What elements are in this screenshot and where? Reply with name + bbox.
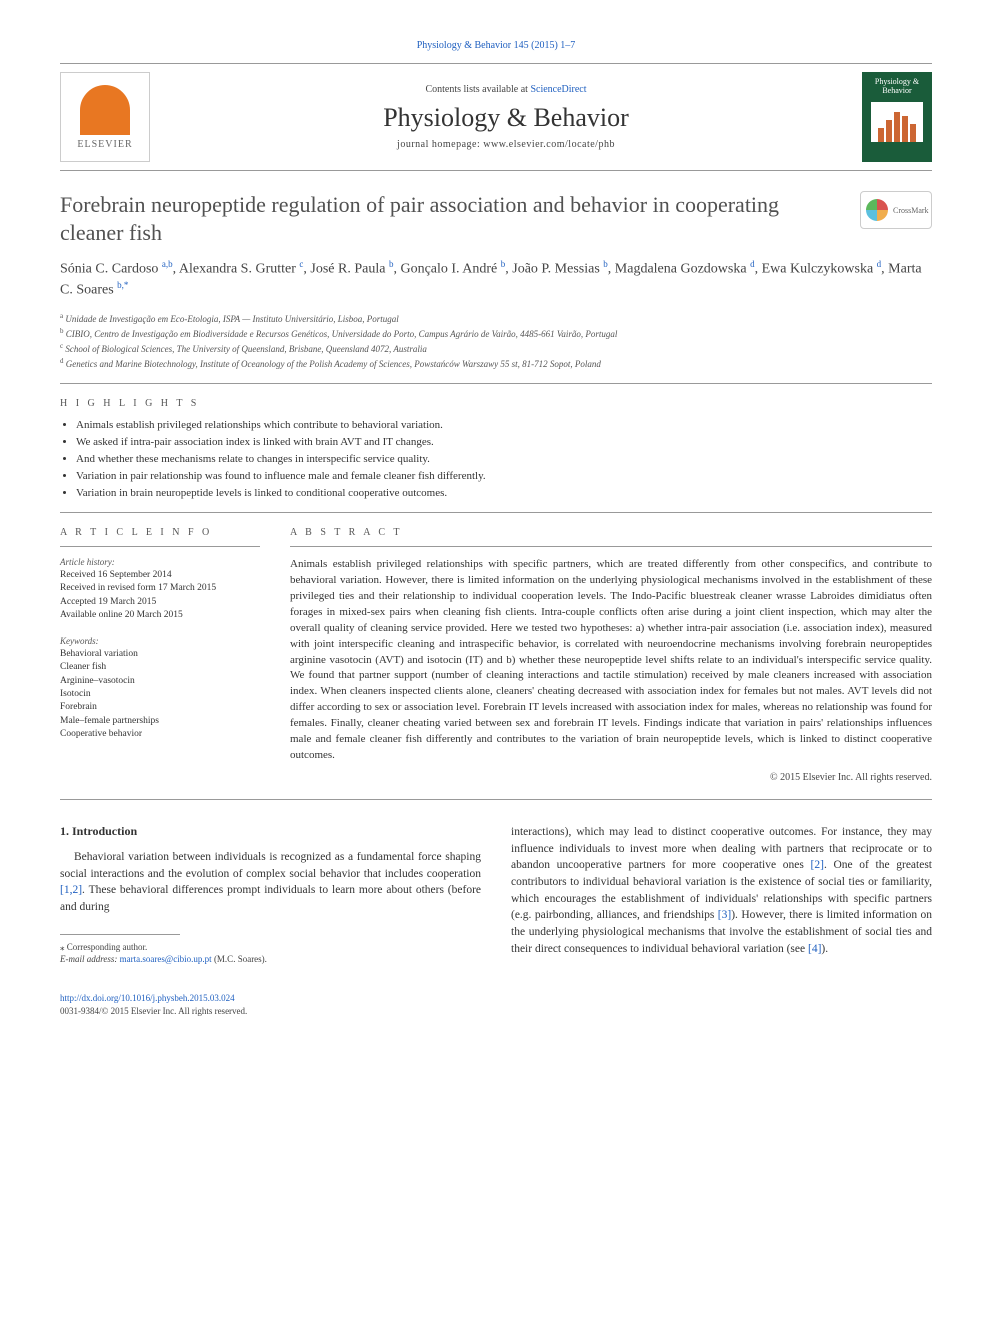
history-heading: Article history: [60, 557, 260, 567]
abstract-copyright: © 2015 Elsevier Inc. All rights reserved… [290, 772, 932, 783]
cover-bar [894, 112, 900, 142]
body-left-column: 1. Introduction Behavioral variation bet… [60, 824, 481, 1017]
header-center: Contents lists available at ScienceDirec… [150, 84, 862, 150]
publisher-name: ELSEVIER [77, 139, 132, 150]
email-suffix: (M.C. Soares). [212, 954, 267, 964]
article-title: Forebrain neuropeptide regulation of pai… [60, 191, 848, 246]
highlight-item: And whether these mechanisms relate to c… [76, 451, 932, 468]
body-two-column: 1. Introduction Behavioral variation bet… [60, 824, 932, 1017]
sciencedirect-link[interactable]: ScienceDirect [530, 84, 586, 95]
issn-copyright: 0031-9384/© 2015 Elsevier Inc. All right… [60, 1006, 247, 1016]
citation-journal: Physiology & Behavior [417, 40, 511, 51]
homepage-url: www.elsevier.com/locate/phb [483, 139, 615, 150]
bibref-link[interactable]: [2] [811, 859, 824, 871]
divider [60, 512, 932, 513]
article-info-column: A R T I C L E I N F O Article history: R… [60, 527, 260, 783]
author-list: Sónia C. Cardoso a,b, Alexandra S. Grutt… [60, 258, 932, 301]
body-right-column: interactions), which may lead to distinc… [511, 824, 932, 1017]
highlights-label: H I G H L I G H T S [60, 398, 932, 409]
abstract-text: Animals establish privileged relationshi… [290, 557, 932, 764]
cover-bar [902, 116, 908, 142]
bibref-link[interactable]: [4] [808, 943, 821, 955]
divider [290, 546, 932, 547]
homepage-line: journal homepage: www.elsevier.com/locat… [150, 139, 862, 150]
doi-link[interactable]: http://dx.doi.org/10.1016/j.physbeh.2015… [60, 993, 235, 1003]
contents-line: Contents lists available at ScienceDirec… [150, 84, 862, 95]
highlight-item: Variation in brain neuropeptide levels i… [76, 485, 932, 502]
citation-volpages: 145 (2015) 1–7 [514, 40, 576, 51]
corresponding-email-link[interactable]: marta.soares@cibio.up.pt [120, 954, 212, 964]
highlight-item: Animals establish privileged relationshi… [76, 417, 932, 434]
elsevier-tree-icon [80, 85, 130, 135]
footnote-rule [60, 934, 180, 935]
cover-bar [878, 128, 884, 142]
journal-title: Physiology & Behavior [150, 103, 862, 133]
contents-prefix: Contents lists available at [425, 84, 530, 95]
highlight-item: Variation in pair relationship was found… [76, 468, 932, 485]
keywords-body: Behavioral variationCleaner fishArginine… [60, 648, 260, 741]
crossmark-label: CrossMark [893, 206, 929, 215]
elsevier-logo: ELSEVIER [60, 72, 150, 162]
citation-link[interactable]: Physiology & Behavior 145 (2015) 1–7 [417, 40, 576, 51]
highlights-section: H I G H L I G H T S Animals establish pr… [60, 398, 932, 502]
intro-heading: 1. Introduction [60, 824, 481, 839]
crossmark-icon [866, 199, 888, 221]
keywords-heading: Keywords: [60, 636, 260, 646]
bibref-link[interactable]: [1,2] [60, 884, 82, 896]
journal-header: ELSEVIER Contents lists available at Sci… [60, 63, 932, 171]
highlights-list: Animals establish privileged relationshi… [76, 417, 932, 502]
journal-cover-thumbnail: Physiology & Behavior [862, 72, 932, 162]
bibref-link[interactable]: [3] [718, 909, 731, 921]
email-label: E-mail address: [60, 954, 120, 964]
cover-art [871, 102, 923, 142]
article-info-label: A R T I C L E I N F O [60, 527, 260, 538]
cover-bar [886, 120, 892, 142]
intro-paragraph-right: interactions), which may lead to distinc… [511, 824, 932, 957]
abstract-label: A B S T R A C T [290, 527, 932, 538]
homepage-prefix: journal homepage: [397, 139, 483, 150]
divider [60, 546, 260, 547]
affiliation-list: a Unidade de Investigação em Eco-Etologi… [60, 311, 932, 384]
running-head: Physiology & Behavior 145 (2015) 1–7 [60, 40, 932, 51]
history-body: Received 16 September 2014Received in re… [60, 569, 260, 622]
page-footer: http://dx.doi.org/10.1016/j.physbeh.2015… [60, 992, 481, 1017]
intro-paragraph-left: Behavioral variation between individuals… [60, 849, 481, 916]
highlight-item: We asked if intra-pair association index… [76, 434, 932, 451]
corresponding-author-footnote: ⁎ Corresponding author. E-mail address: … [60, 941, 481, 966]
corresponding-label: ⁎ Corresponding author. [60, 941, 481, 954]
cover-bar [910, 124, 916, 142]
abstract-column: A B S T R A C T Animals establish privil… [290, 527, 932, 783]
crossmark-badge[interactable]: CrossMark [860, 191, 932, 229]
cover-title: Physiology & Behavior [864, 78, 930, 96]
